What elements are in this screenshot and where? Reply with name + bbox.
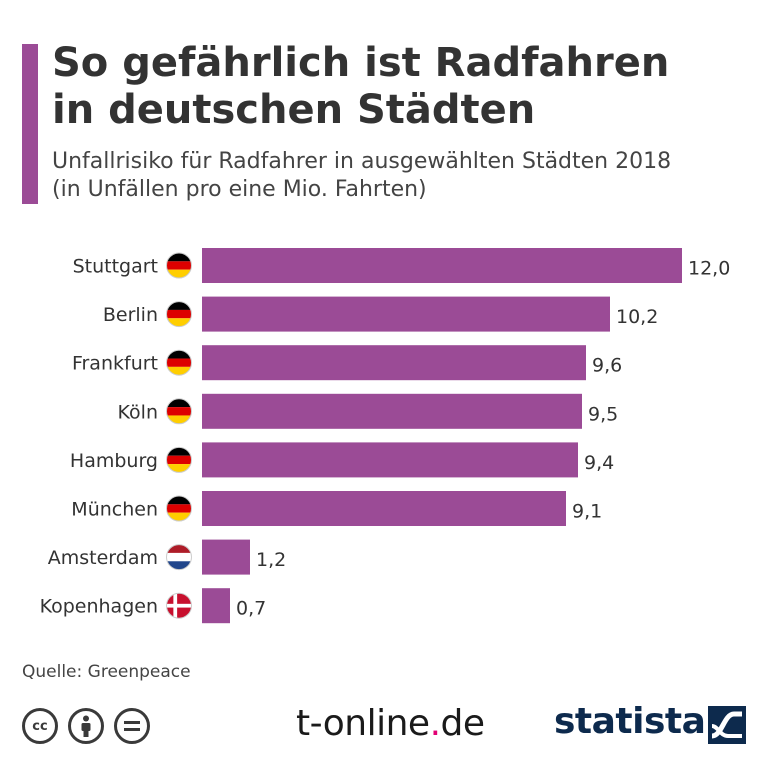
bar: [202, 588, 230, 624]
germany-flag-icon: [166, 253, 192, 278]
bar-row: Hamburg 9,4: [70, 442, 614, 478]
bar: [202, 491, 566, 526]
category-label: München: [71, 499, 158, 521]
germany-flag-icon: [166, 398, 192, 424]
value-label: 1,2: [256, 549, 286, 571]
bar-chart: Stuttgart 12,0 Berlin 10,2 Frankfurt 9,6 Köln 9…: [40, 248, 730, 624]
bar-row: Kopenhagen 0,7: [40, 588, 266, 624]
title-line-2: in deutschen Städten: [52, 87, 536, 133]
category-label: Frankfurt: [72, 353, 158, 375]
bar-row: Köln 9,5: [118, 393, 618, 429]
value-label: 9,5: [588, 403, 618, 425]
no-derivatives-icon[interactable]: [114, 708, 150, 744]
attribution-icon[interactable]: [68, 708, 104, 744]
title-line-1: So gefährlich ist Radfahren: [52, 40, 670, 86]
category-label: Köln: [118, 401, 158, 423]
bar: [202, 442, 578, 478]
statista-logo-icon: [708, 706, 746, 744]
value-label: 12,0: [688, 258, 730, 280]
bar-row: München 9,1: [71, 491, 602, 526]
category-label: Hamburg: [70, 450, 158, 472]
bar: [202, 539, 250, 575]
value-label: 10,2: [616, 306, 658, 328]
source-note: Quelle: Greenpeace: [22, 662, 191, 682]
bar-row: Stuttgart 12,0: [73, 248, 730, 283]
denmark-flag-icon: [166, 593, 192, 619]
creative-commons-icon[interactable]: cc: [22, 708, 58, 744]
germany-flag-icon: [166, 350, 192, 376]
bar-row: Berlin 10,2: [103, 296, 658, 332]
statista-logo[interactable]: statista: [554, 701, 706, 742]
subtitle-line-1: Unfallrisiko für Radfahrer in ausgewählt…: [52, 149, 672, 174]
category-label: Kopenhagen: [40, 596, 158, 618]
value-label: 9,6: [592, 355, 622, 377]
t-online-logo[interactable]: t-online.de: [296, 702, 485, 746]
chart-subtitle: Unfallrisiko für Radfahrer in ausgewählt…: [52, 148, 742, 204]
germany-flag-icon: [166, 447, 192, 473]
bar: [202, 248, 682, 283]
t-online-tld: de: [440, 703, 486, 744]
bar: [202, 393, 582, 429]
value-label: 9,4: [584, 452, 614, 474]
netherlands-flag-icon: [166, 544, 192, 570]
bar: [202, 296, 610, 332]
category-label: Berlin: [103, 304, 158, 326]
bar: [202, 345, 586, 381]
germany-flag-icon: [166, 301, 192, 327]
value-label: 9,1: [572, 501, 602, 523]
subtitle-line-2: (in Unfällen pro eine Mio. Fahrten): [52, 177, 427, 202]
chart-title: So gefährlich ist Radfahren in deutschen…: [52, 40, 742, 134]
germany-flag-icon: [166, 496, 192, 521]
bar-row: Amsterdam 1,2: [48, 539, 286, 575]
t-online-main: t-online: [296, 703, 430, 744]
t-online-dot: .: [429, 703, 441, 744]
category-label: Amsterdam: [48, 547, 158, 569]
title-accent-bar: [22, 44, 38, 204]
value-label: 0,7: [236, 598, 266, 620]
bar-row: Frankfurt 9,6: [72, 345, 622, 381]
license-icons: cc: [22, 708, 150, 744]
category-label: Stuttgart: [73, 256, 158, 278]
